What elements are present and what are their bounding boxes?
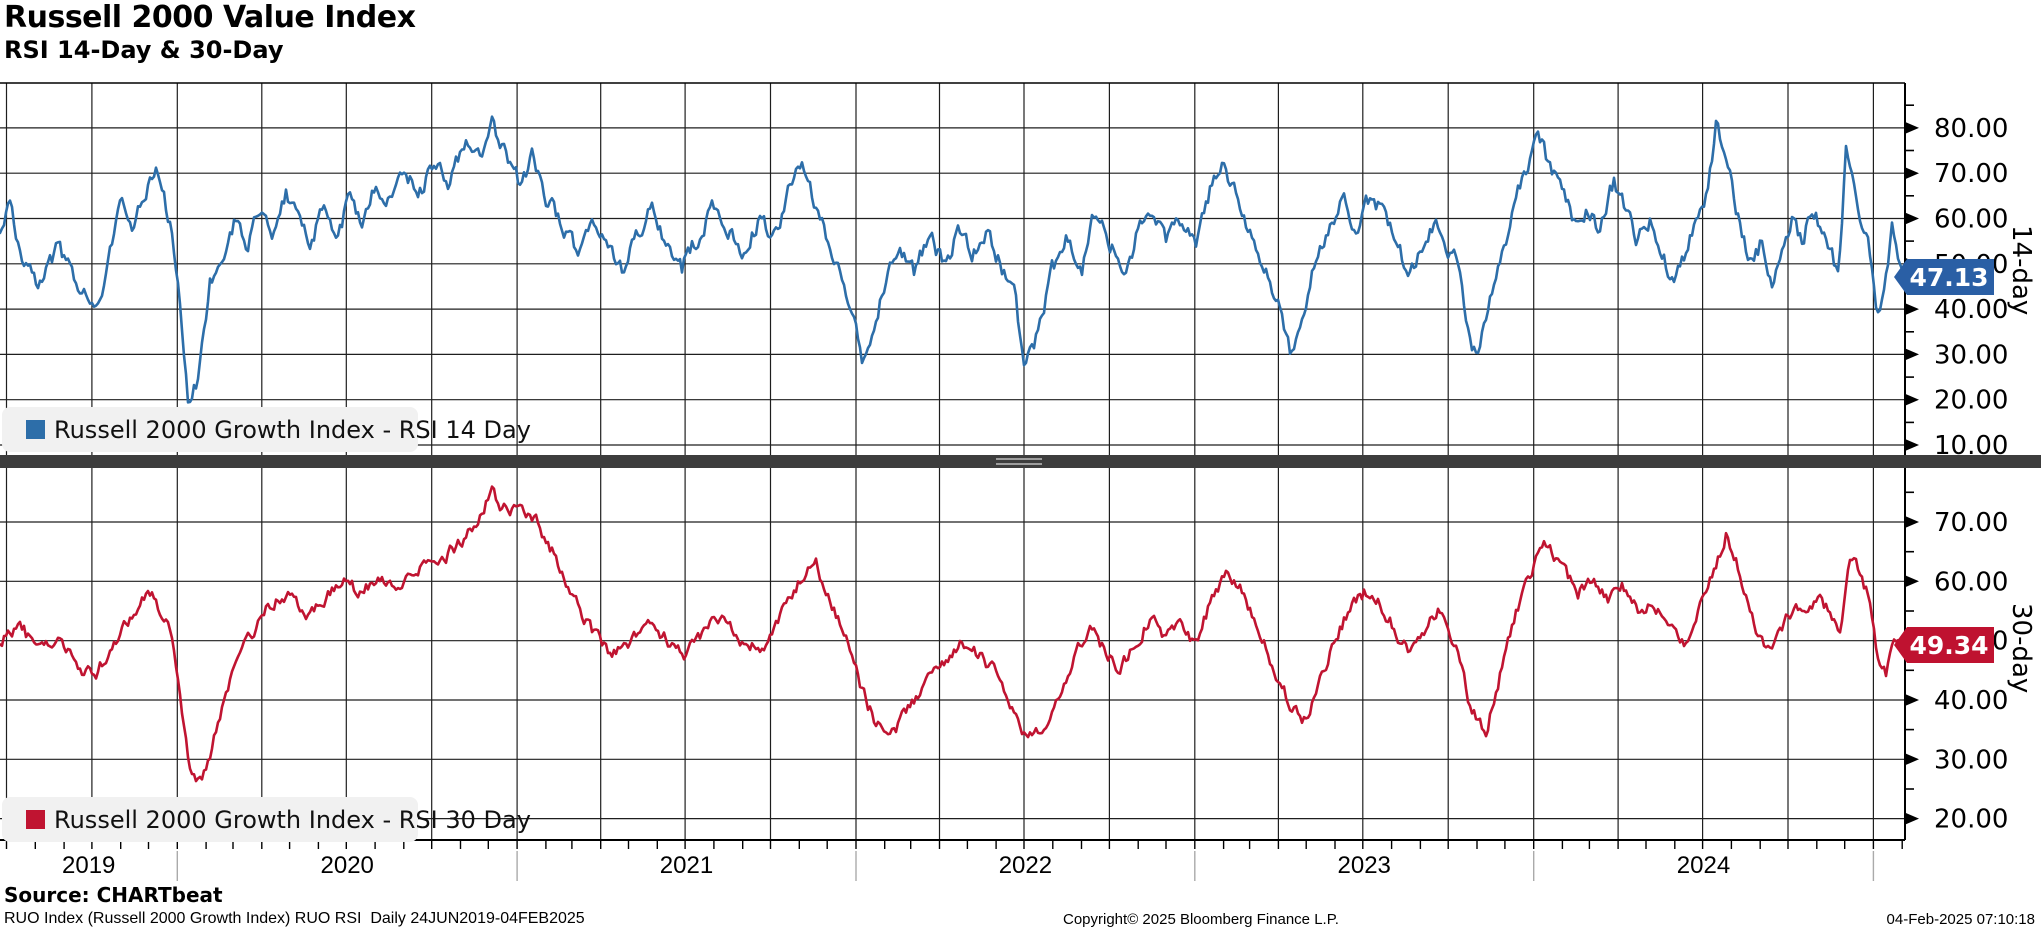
rsi14-axis-title: 14-day <box>2006 224 2036 316</box>
x-axis: 2019 2020 2021 2022 2023 2024 <box>5 841 1903 881</box>
page-subtitle: RSI 14-Day & 30-Day <box>4 36 284 64</box>
y-tick-label: 40.00 <box>1934 686 2008 716</box>
year-label: 2020 <box>321 852 374 879</box>
legend-rsi14-label: Russell 2000 Growth Index - RSI 14 Day <box>54 415 531 444</box>
y-tick-label: 80.00 <box>1934 114 2008 144</box>
y-tick-label: 70.00 <box>1934 508 2008 538</box>
y-tick-label: 30.00 <box>1934 340 2008 370</box>
year-label: 2024 <box>1677 852 1730 879</box>
rsi30-axis-title: 30-day <box>2006 602 2036 694</box>
y-tick-label: 60.00 <box>1934 205 2008 235</box>
page-title: Russell 2000 Value Index <box>4 0 416 35</box>
legend-rsi30-label: Russell 2000 Growth Index - RSI 30 Day <box>54 805 531 834</box>
divider-grip-icon[interactable] <box>996 458 1042 465</box>
security-description: RUO Index (Russell 2000 Growth Index) RU… <box>4 910 585 927</box>
y-tick-label: 40.00 <box>1934 295 2008 325</box>
source-label: Source: CHARTbeat <box>4 883 223 907</box>
legend-rsi30[interactable]: Russell 2000 Growth Index - RSI 30 Day <box>2 797 531 842</box>
year-label: 2019 <box>62 852 115 879</box>
rsi30-last-value-badge: 49.34 <box>1894 627 1994 663</box>
y-tick-label: 30.00 <box>1934 745 2008 775</box>
rsi30-series-line <box>0 485 1906 783</box>
y-tick-label: 60.00 <box>1934 567 2008 597</box>
y-tick-label: 20.00 <box>1934 805 2008 835</box>
year-label: 2022 <box>999 852 1052 879</box>
rsi14-swatch-icon <box>26 420 45 439</box>
y-tick-label: 20.00 <box>1934 386 2008 416</box>
rsi14-series-line <box>0 115 1906 404</box>
timestamp-label: 04-Feb-2025 07:10:18 <box>1886 911 2035 928</box>
year-label: 2021 <box>660 852 713 879</box>
panel-divider[interactable] <box>0 455 2041 468</box>
y-tick-label: 70.00 <box>1934 159 2008 189</box>
rsi14-last-value-badge: 47.13 <box>1894 259 1994 295</box>
year-label: 2023 <box>1338 852 1391 879</box>
rsi30-swatch-icon <box>26 810 45 829</box>
legend-rsi14[interactable]: Russell 2000 Growth Index - RSI 14 Day <box>2 407 531 452</box>
copyright-label: Copyright© 2025 Bloomberg Finance L.P. <box>1063 911 1339 928</box>
